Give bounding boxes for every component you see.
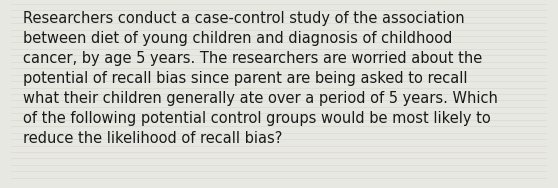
Text: Researchers conduct a case-control study of the association
between diet of youn: Researchers conduct a case-control study… — [23, 11, 498, 146]
